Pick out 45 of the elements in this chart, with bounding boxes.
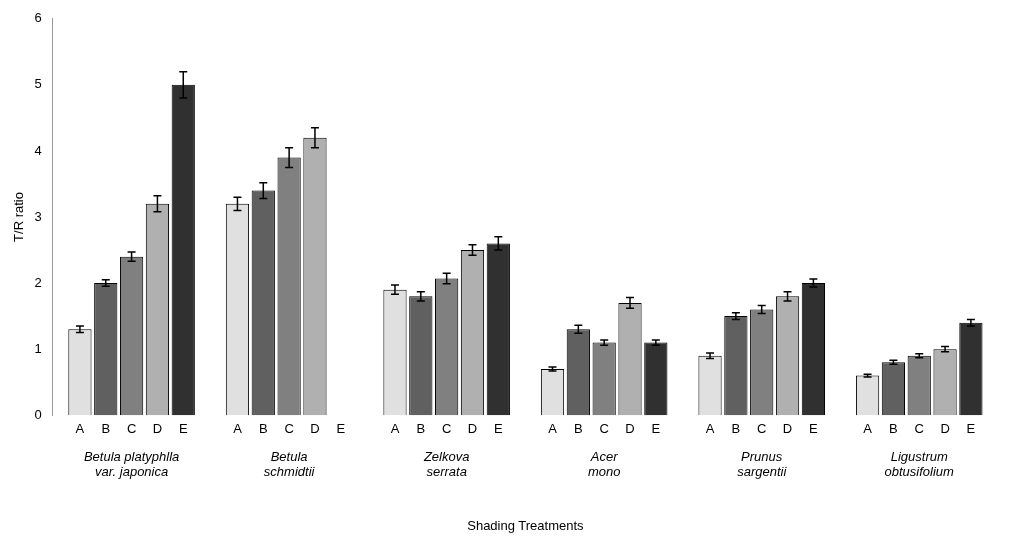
x-axis-title: Shading Treatments	[467, 517, 585, 533]
text: D	[467, 421, 478, 437]
text: C	[599, 421, 609, 437]
text: A	[390, 421, 400, 437]
text: D	[940, 421, 950, 437]
x-tick-label: Prunus sargentii	[737, 448, 788, 480]
text: C	[441, 421, 452, 437]
text: E	[966, 421, 976, 437]
text: A	[233, 421, 242, 437]
text: A	[705, 421, 715, 437]
series-label: D	[152, 421, 163, 437]
text: D	[310, 421, 320, 437]
text: C	[757, 421, 767, 437]
x-tick-label: Acer mono	[587, 448, 621, 480]
y-tick-label: 0	[34, 406, 42, 422]
text: E	[651, 421, 661, 437]
text: C	[284, 421, 294, 437]
series-label: E	[178, 421, 188, 437]
series-label: C	[126, 421, 137, 437]
text: B	[731, 421, 741, 437]
text: E	[336, 421, 346, 437]
series-label: B	[101, 421, 111, 437]
text: B	[889, 421, 898, 437]
x-tick-label: Zelkova serrata	[422, 448, 470, 480]
y-tick-label: 4	[34, 142, 42, 158]
text: E	[493, 421, 503, 437]
text: C	[914, 421, 924, 437]
x-tick-label: Betula schmidtii	[263, 448, 316, 480]
x-tick-label: Betula platyphlla var. japonica	[83, 448, 180, 480]
y-tick-label: 6	[34, 10, 42, 26]
text: B	[258, 421, 268, 437]
series-label: A	[75, 421, 85, 437]
text: E	[809, 421, 818, 437]
text: D	[782, 421, 793, 437]
y-tick-label: 3	[34, 208, 42, 224]
text: A	[548, 421, 557, 437]
x-tick-label: Ligustrum obtusifolium	[884, 448, 955, 480]
y-tick-label: 2	[34, 274, 42, 290]
y-tick-label: 1	[34, 340, 42, 356]
y-axis-title: T/R ratio	[11, 192, 27, 242]
text: B	[416, 421, 426, 437]
y-tick-label: 5	[34, 76, 42, 92]
text: D	[625, 421, 635, 437]
text: A	[863, 421, 872, 437]
text: B	[574, 421, 583, 437]
